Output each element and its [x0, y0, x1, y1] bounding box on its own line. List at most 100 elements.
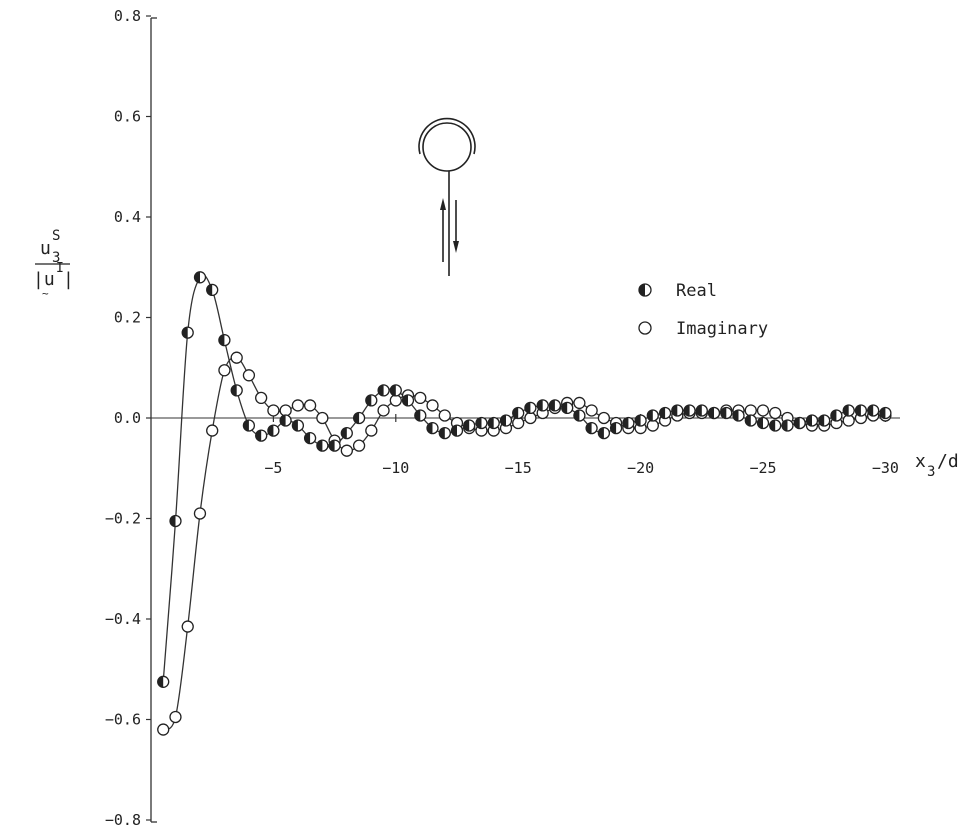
y-tick-label: 0.8 [114, 7, 141, 25]
y-tick-label: 0.2 [114, 309, 141, 327]
x-title-sub: 3 [927, 464, 935, 480]
cylinder-coating-arc [418, 117, 476, 155]
y-tick-label: −0.8 [105, 811, 141, 829]
x-tick-label: −30 [872, 459, 899, 477]
data-point-imaginary [365, 424, 378, 437]
data-point-imaginary [291, 399, 305, 412]
x-tick-group: −5 −10 −15 −20 −25 −30 [264, 414, 899, 477]
x-axis-title: x 3 /d [915, 451, 959, 480]
x-tick-label: −25 [749, 459, 776, 477]
data-point-real [316, 439, 329, 452]
data-point-real [793, 416, 806, 430]
y-axis-title: u 3 S |u I | ~ [33, 228, 74, 300]
data-point-imaginary [242, 369, 256, 382]
data-point-real [230, 384, 243, 397]
data-point-real [830, 409, 843, 422]
data-point-real [854, 404, 868, 417]
x-tick-label: −15 [505, 459, 532, 477]
data-point-real [303, 431, 317, 445]
data-point-real [524, 401, 537, 415]
data-point-imaginary [340, 444, 353, 457]
y-tick-label: −0.2 [105, 510, 141, 528]
y-title-tilde: ~ [42, 287, 49, 300]
data-point-real [450, 424, 464, 437]
data-point-real [340, 426, 353, 440]
series-line-real [162, 274, 886, 682]
data-point-real [487, 416, 500, 430]
data-point-real [414, 409, 427, 422]
data-point-imaginary [438, 409, 451, 422]
cylinder-sketch [418, 117, 476, 276]
incident-arrow-head [440, 198, 446, 210]
data-point-imaginary [389, 394, 402, 407]
data-point-real [512, 406, 525, 420]
data-point-real [573, 409, 586, 422]
data-point-real [561, 401, 574, 415]
data-point-imaginary [426, 399, 439, 412]
data-point-real [438, 426, 451, 440]
data-point-real [181, 326, 194, 339]
data-point-real [365, 394, 378, 407]
data-point-imaginary [524, 411, 537, 425]
data-point-real [720, 406, 733, 420]
data-point-real [279, 414, 292, 427]
data-point-imaginary [573, 396, 586, 410]
data-point-real [769, 419, 782, 432]
data-point-imaginary [756, 404, 770, 417]
data-point-imaginary [279, 404, 292, 417]
data-point-real [389, 384, 402, 397]
legend-marker-real [638, 283, 652, 297]
legend-marker-imaginary [638, 321, 652, 335]
data-point-imaginary [585, 404, 598, 417]
data-point-real [842, 404, 855, 417]
data-point-imaginary [303, 399, 317, 412]
data-point-real [328, 439, 341, 452]
data-point-real [634, 414, 647, 427]
reflected-arrow-head [453, 241, 459, 253]
data-point-real [352, 411, 366, 425]
data-point-real [169, 514, 182, 528]
y-title-den-bar: | [63, 269, 74, 290]
data-point-real [879, 406, 892, 420]
y-tick-label: 0.0 [114, 409, 141, 427]
data-point-real [609, 421, 623, 435]
data-point-real [548, 399, 562, 412]
y-title-sup: S [52, 228, 60, 244]
y-title-den-sup: I [56, 261, 64, 276]
data-point-real [267, 424, 280, 437]
data-point-imaginary [230, 351, 243, 364]
y-tick-label: 0.6 [114, 108, 141, 126]
data-point-imaginary [267, 404, 280, 417]
y-tick-label: −0.6 [105, 711, 141, 729]
data-point-real [781, 419, 794, 432]
data-point-real [193, 271, 207, 284]
data-point-real [463, 419, 476, 432]
data-point-imaginary [744, 404, 757, 417]
data-point-imaginary [181, 620, 194, 633]
data-point-real [658, 406, 672, 420]
data-point-real [707, 406, 721, 420]
data-point-real [157, 675, 170, 688]
legend: Real Imaginary [638, 281, 768, 339]
data-point-real [622, 416, 635, 430]
series-points-real [157, 271, 892, 688]
legend-label-real: Real [676, 281, 717, 301]
data-point-imaginary [352, 439, 366, 452]
data-point-real [377, 384, 390, 397]
data-point-real [475, 416, 488, 430]
data-point-real [536, 399, 549, 412]
y-title-sub: 3 [52, 250, 60, 266]
data-point-imaginary [255, 391, 268, 405]
data-point-imaginary [597, 411, 611, 425]
data-point-real [242, 419, 256, 432]
data-point-imaginary [512, 416, 525, 430]
x-tick-label: −20 [627, 459, 654, 477]
data-point-real [426, 421, 439, 435]
data-point-imaginary [218, 364, 231, 377]
cylinder-circle [422, 122, 472, 172]
data-point-real [218, 333, 231, 347]
data-point-imaginary [206, 424, 219, 437]
data-point-real [671, 404, 684, 417]
data-point-imaginary [169, 710, 182, 724]
data-point-imaginary [316, 411, 329, 425]
